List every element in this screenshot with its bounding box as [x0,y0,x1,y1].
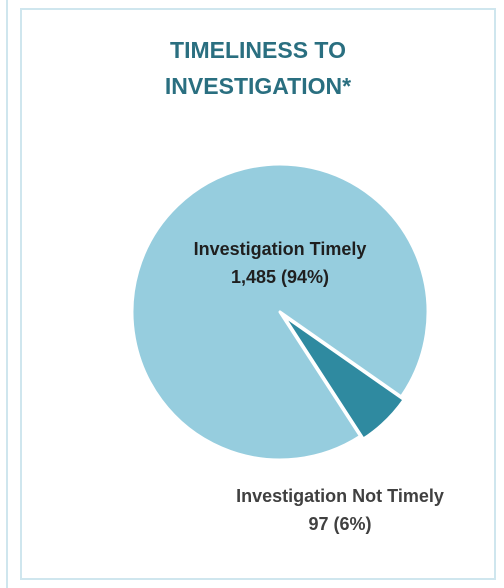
slice-label-timely: Investigation Timely 1,485 (94%) [130,235,430,291]
chart-title: TIMELINESS TO INVESTIGATION* [20,32,496,104]
pie-slice-investigation-not-timely [281,313,406,441]
slice-label-not-timely-name: Investigation Not Timely [236,486,444,506]
left-panel-edge [0,0,8,588]
chart-title-line-1: TIMELINESS TO [170,37,346,63]
slice-label-not-timely-value: 97 (6%) [308,514,372,534]
pie-slice-investigation-timely [130,162,430,462]
chart-title-line-2: INVESTIGATION* [164,73,352,99]
slice-label-timely-name: Investigation Timely [193,239,367,259]
slice-label-not-timely: Investigation Not Timely 97 (6%) [190,482,490,538]
slice-label-timely-value: 1,485 (94%) [230,267,330,287]
